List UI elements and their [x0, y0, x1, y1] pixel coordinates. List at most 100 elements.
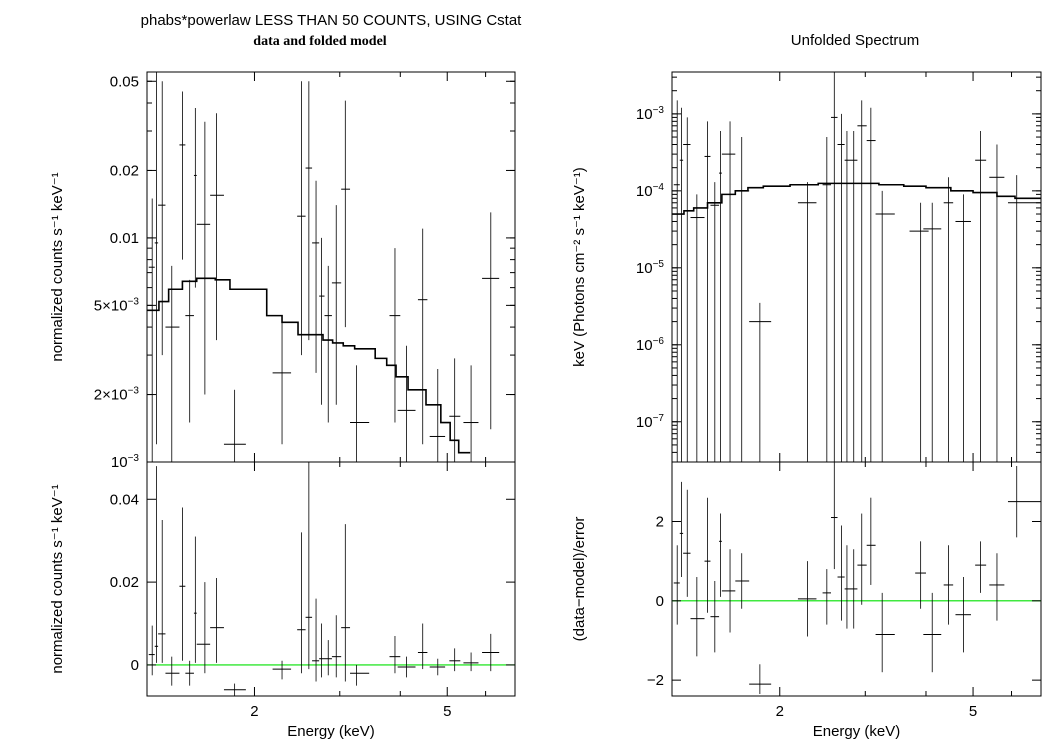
data-point	[158, 519, 166, 663]
data-point	[179, 507, 186, 661]
data-point	[449, 648, 461, 672]
data-point	[165, 656, 180, 686]
data-point	[331, 615, 342, 678]
y-tick-label-base: 0.05	[110, 73, 139, 90]
data-point	[185, 279, 194, 423]
data-point	[148, 625, 155, 676]
data-point	[331, 205, 342, 405]
y-tick-label: −2	[647, 672, 664, 689]
data-point	[955, 577, 971, 653]
data-point	[272, 660, 292, 680]
data-point	[822, 569, 832, 625]
data-point	[193, 107, 197, 288]
y-tick-label: 10−3	[636, 105, 665, 123]
data-point	[319, 237, 325, 405]
x-axis-label: Energy (keV)	[813, 723, 901, 740]
data-point	[148, 198, 155, 462]
data-point	[735, 137, 750, 462]
data-point	[849, 130, 858, 462]
data-point	[683, 117, 691, 462]
data-point	[679, 481, 684, 578]
panel-left_bottom: 0 0.02 0.04 2 5 Energy (keV) normalized counts…	[49, 461, 516, 740]
data-point	[223, 389, 246, 462]
y-tick-label: 10−5	[636, 259, 665, 277]
y-tick-label: 0.04	[110, 491, 139, 508]
data-point	[989, 553, 1005, 621]
x-tick-label: 5	[443, 703, 451, 720]
data-point	[1007, 175, 1041, 462]
plot-frame	[146, 71, 516, 463]
data-point	[429, 658, 446, 676]
data-point	[397, 345, 416, 462]
data-point	[350, 664, 370, 686]
data-point	[704, 121, 711, 462]
data-point	[721, 549, 736, 633]
data-point	[196, 121, 211, 395]
data-point	[975, 541, 987, 593]
y-tick-label-exponent: −3	[128, 386, 140, 397]
data-point	[312, 598, 320, 682]
data-point	[679, 107, 684, 462]
y-tick-label: 10−3	[111, 453, 140, 471]
y-tick-label-base: 2	[656, 513, 664, 530]
data-point	[165, 265, 180, 462]
data-point	[909, 202, 929, 462]
data-point	[844, 545, 850, 629]
data-point	[923, 592, 942, 673]
y-tick-label: 0.01	[110, 230, 139, 247]
y-tick-label-exponent: −3	[128, 453, 140, 464]
model-step-line	[147, 277, 471, 454]
data-point	[719, 513, 722, 597]
data-point	[797, 561, 817, 637]
data-point	[319, 623, 325, 678]
data-point	[158, 81, 166, 356]
data-point	[341, 524, 351, 682]
data-point	[875, 190, 895, 462]
data-point	[463, 652, 479, 672]
data-point	[857, 513, 867, 605]
y-tick-label-base: 10	[636, 106, 653, 123]
left-chart-title: phabs*powerlaw LESS THAN 50 COUNTS, USIN…	[141, 12, 523, 29]
data-point	[749, 664, 772, 695]
data-point	[324, 640, 332, 676]
data-point	[324, 265, 332, 423]
y-tick-label-base: 0.01	[110, 230, 139, 247]
panel-right_bottom: −2 0 2 2 5 Energy (keV) (data−model)/error	[571, 461, 1042, 740]
data-point	[297, 81, 306, 356]
y-tick-label-base: 0.02	[110, 162, 139, 179]
data-point	[463, 365, 479, 462]
data-point	[312, 180, 320, 373]
y-tick-label-exponent: −7	[653, 413, 665, 424]
y-axis-label: normalized counts s⁻¹ keV⁻¹	[49, 484, 66, 673]
y-tick-label-exponent: −4	[653, 182, 665, 193]
y-axis-label: normalized counts s⁻¹ keV⁻¹	[49, 172, 66, 361]
y-tick-label-exponent: −3	[128, 296, 140, 307]
data-point	[955, 194, 971, 462]
y-tick-label-exponent: −3	[653, 105, 665, 116]
data-point	[482, 633, 500, 672]
y-tick-label: 0	[131, 657, 139, 674]
data-point	[683, 489, 691, 597]
data-point	[849, 549, 858, 629]
data-point	[710, 182, 720, 462]
data-point	[690, 577, 705, 657]
y-tick-label-base: 0	[131, 657, 139, 674]
data-point	[831, 72, 838, 462]
data-point	[297, 532, 306, 674]
y-axis-label: (data−model)/error	[571, 517, 588, 642]
data-point	[875, 592, 895, 673]
y-tick-label: 2×10−3	[94, 386, 140, 404]
x-tick-label: 2	[250, 703, 258, 720]
data-point	[1007, 465, 1041, 538]
data-point	[837, 525, 845, 621]
data-point	[735, 553, 750, 609]
right-chart-title: Unfolded Spectrum	[791, 32, 919, 49]
y-tick-label-base: 10	[111, 454, 128, 471]
y-tick-label-base: 0.04	[110, 491, 139, 508]
y-tick-label: 2	[656, 513, 664, 530]
data-point	[389, 248, 401, 423]
